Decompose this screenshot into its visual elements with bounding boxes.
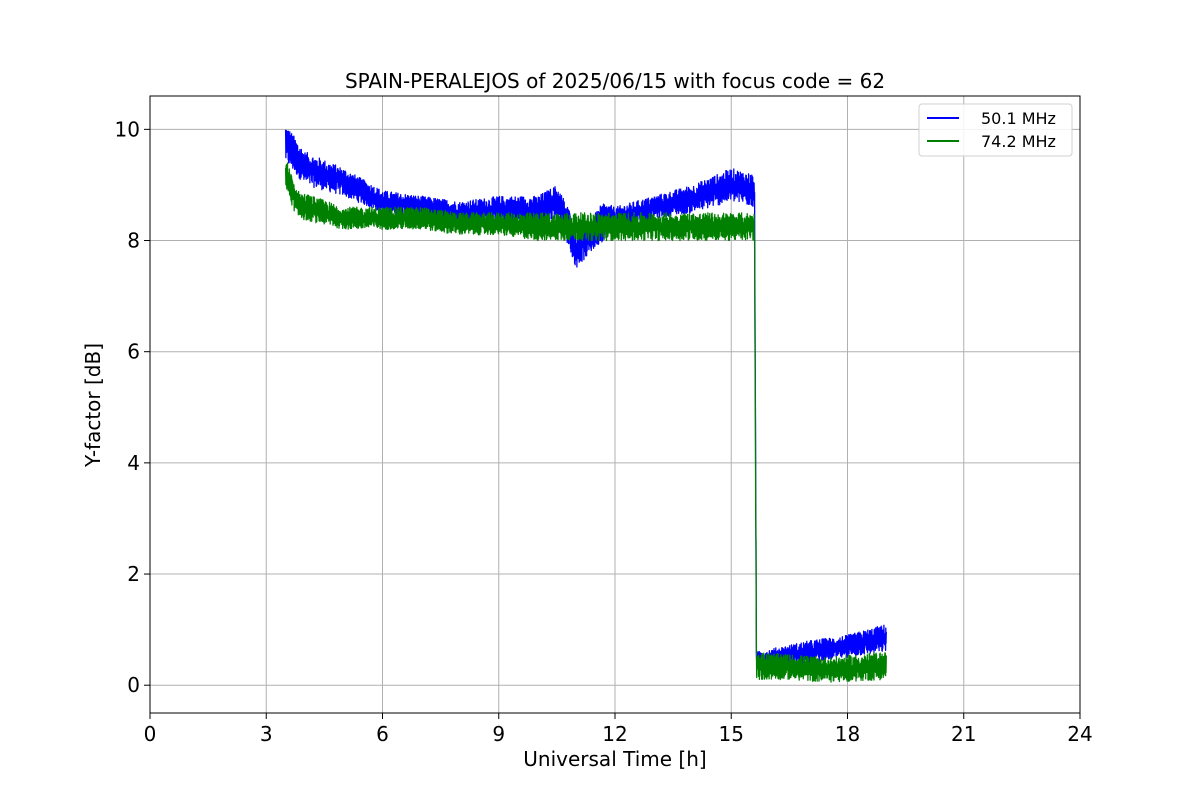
legend: 50.1 MHz 74.2 MHz	[918, 103, 1073, 157]
legend-label: 74.2 MHz	[981, 132, 1056, 151]
y-tick-label: 10	[115, 117, 140, 141]
legend-label: 50.1 MHz	[981, 109, 1056, 128]
y-tick-label: 8	[127, 229, 140, 253]
x-tick-label: 6	[376, 722, 389, 746]
x-tick-label: 3	[260, 722, 273, 746]
series-layer	[284, 129, 887, 683]
x-tick-label: 12	[602, 722, 627, 746]
x-tick-label: 21	[951, 722, 976, 746]
x-axis-label: Universal Time [h]	[523, 747, 706, 771]
y-tick-label: 4	[127, 451, 140, 475]
y-tick-label: 0	[127, 673, 140, 697]
y-tick-label: 6	[127, 340, 140, 364]
x-tick-label: 9	[492, 722, 505, 746]
chart-title: SPAIN-PERALEJOS of 2025/06/15 with focus…	[345, 69, 885, 93]
x-tick-label: 0	[144, 722, 157, 746]
y-tick-label: 2	[127, 562, 140, 586]
y-axis: 0 2 4 6 8 10	[115, 117, 150, 697]
y-axis-label: Y-factor [dB]	[81, 343, 105, 468]
series-line-2	[284, 162, 887, 683]
x-tick-label: 15	[719, 722, 744, 746]
x-axis: 0 3 6 9 12 15 18 21 24	[144, 713, 1093, 746]
x-tick-label: 24	[1067, 722, 1092, 746]
x-tick-label: 18	[835, 722, 860, 746]
